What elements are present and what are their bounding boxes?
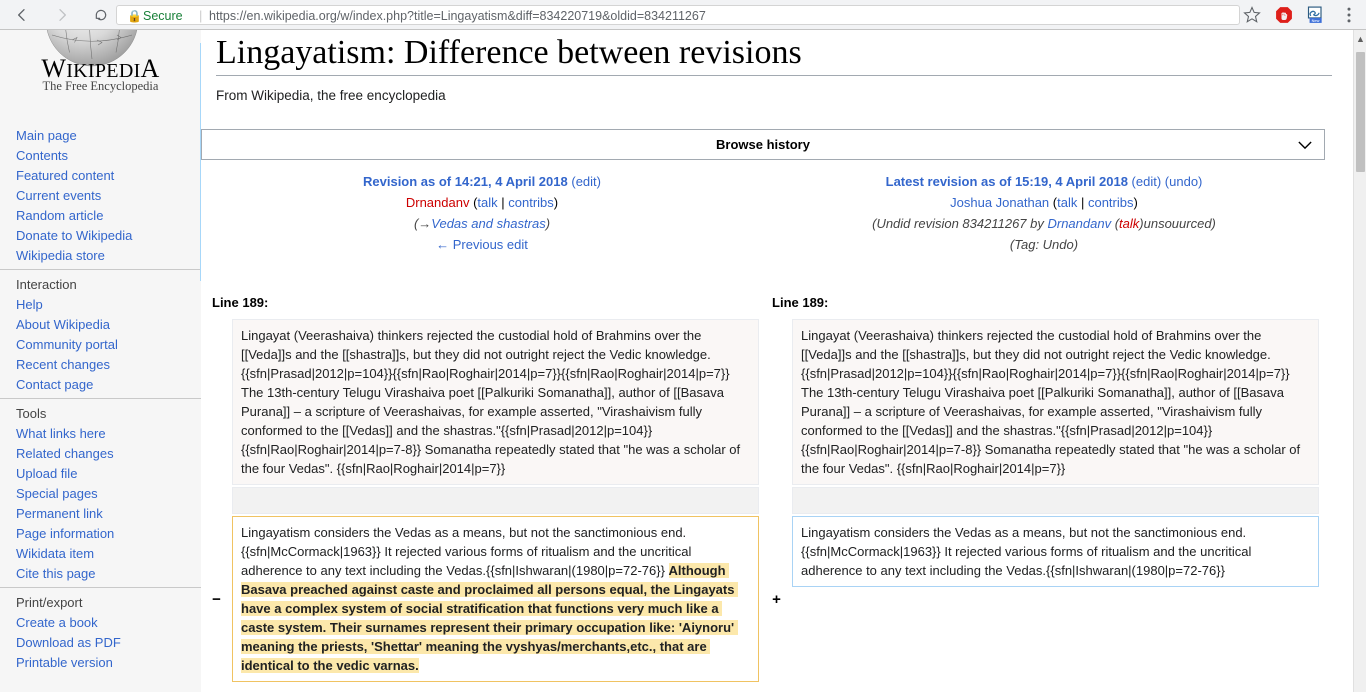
svg-text:New: New — [1312, 19, 1320, 23]
